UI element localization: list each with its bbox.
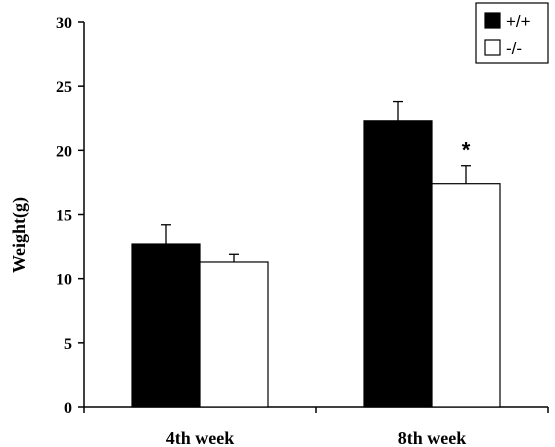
bars — [131, 100, 501, 408]
y-tick-label: 25 — [56, 79, 72, 96]
tick-labels: 0 5 10 15 20 25 30 4th week 8th week * — [56, 15, 471, 447]
significance-marker: * — [462, 138, 471, 163]
y-tick-label: 30 — [56, 15, 72, 32]
bar — [431, 183, 501, 408]
y-axis-label: Weight(g) — [9, 197, 30, 273]
bar — [131, 243, 201, 408]
legend-swatch — [484, 39, 501, 56]
y-tick-label: 0 — [64, 400, 72, 417]
x-tick-label: 8th week — [398, 428, 467, 447]
y-tick-label: 20 — [56, 143, 72, 160]
legend: +/+ -/- — [475, 2, 549, 64]
y-tick-label: 15 — [56, 208, 72, 225]
y-tick-label: 5 — [64, 336, 72, 353]
y-tick-label: 10 — [56, 272, 72, 289]
legend-label: -/- — [506, 39, 522, 58]
legend-label: +/+ — [506, 12, 531, 31]
bar — [199, 261, 269, 408]
bar — [363, 120, 433, 408]
x-tick-label: 4th week — [166, 428, 235, 447]
legend-swatch — [484, 12, 501, 29]
